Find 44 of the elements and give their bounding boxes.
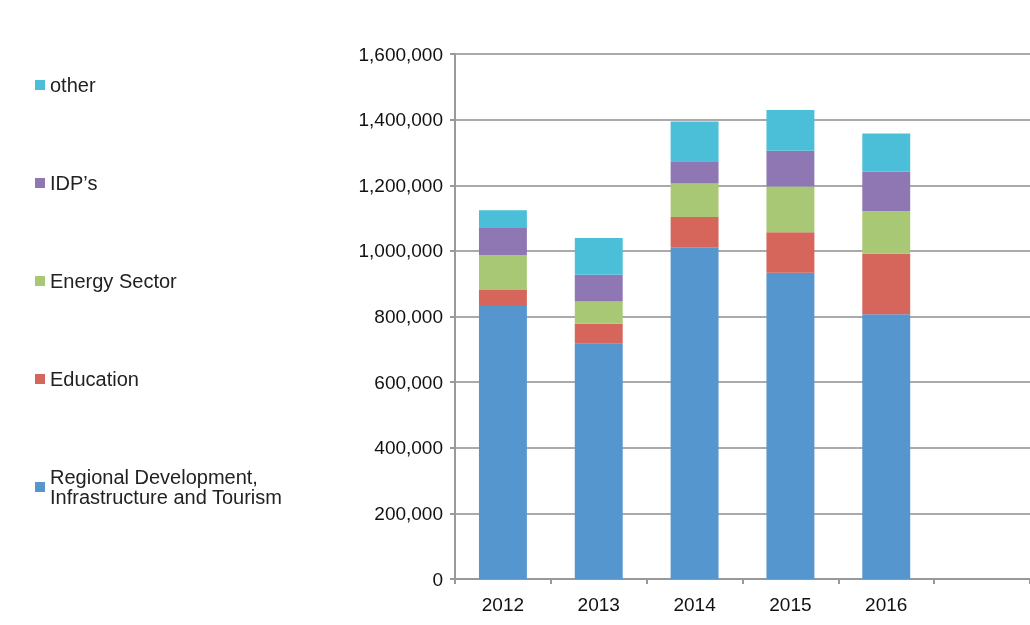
bar [670, 217, 719, 248]
x-tick-label: 2014 [673, 594, 717, 615]
y-tick-label: 600,000 [374, 371, 443, 393]
bar [574, 301, 623, 324]
y-tick-label: 1,200,000 [358, 174, 443, 196]
legend-label: IDP’s [50, 172, 98, 194]
bar [766, 150, 815, 187]
bar [862, 211, 911, 254]
bar [478, 255, 527, 290]
y-tick-label: 1,400,000 [358, 109, 443, 131]
y-tick-label: 800,000 [374, 306, 443, 327]
bar [478, 210, 527, 228]
y-tick-label: 400,000 [374, 437, 443, 459]
bar [670, 247, 719, 579]
x-tick-label: 2016 [865, 594, 908, 615]
bar [478, 227, 527, 256]
y-tick-label: 200,000 [374, 502, 443, 524]
bar [574, 238, 623, 275]
bar [862, 171, 911, 212]
x-tick-label: 2012 [481, 594, 525, 615]
bar [766, 110, 815, 151]
legend-label: Regional Development, Infrastructure and Tourism [50, 466, 282, 508]
bar [574, 323, 623, 344]
legend-label: Education [50, 368, 139, 390]
bar [574, 274, 623, 302]
bar [766, 272, 815, 579]
bar [862, 314, 911, 579]
bar [766, 186, 815, 233]
bar [478, 306, 527, 579]
y-tick-label: 1,600,000 [358, 43, 443, 65]
bar [670, 121, 719, 162]
bar [670, 161, 719, 184]
bar [478, 289, 527, 306]
bar [862, 133, 911, 172]
bar [862, 253, 911, 315]
y-tick-label: 0 [432, 568, 443, 590]
x-tick-label: 2013 [577, 594, 620, 615]
bar [574, 343, 623, 579]
legend-label: other [50, 74, 96, 96]
bar [766, 232, 815, 273]
legend-label: Energy Sector [50, 270, 178, 292]
bar [670, 183, 719, 218]
y-tick-label: 1,000,000 [358, 240, 443, 262]
x-tick-label: 2015 [769, 594, 812, 615]
